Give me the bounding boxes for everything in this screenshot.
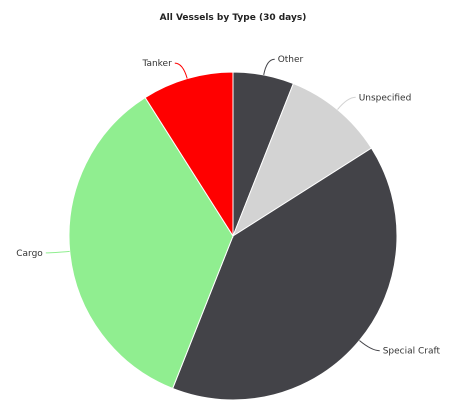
- slice-label-unspecified: Unspecified: [359, 93, 412, 103]
- pie-slice-unspecified: [231, 82, 373, 238]
- pie-slice-special-craft: [171, 147, 398, 401]
- connector-special-craft: [359, 340, 380, 352]
- slice-label-other: Other: [278, 55, 304, 65]
- connectors-layer: [45, 58, 380, 352]
- connector-cargo: [45, 250, 70, 254]
- connector-unspecified: [337, 96, 356, 110]
- slice-label-tanker: Tanker: [141, 59, 172, 69]
- labels-layer: Other Unspecified Special Craft Cargo Tanker: [16, 55, 440, 357]
- slice-label-special-craft: Special Craft: [383, 347, 441, 357]
- connector-tanker: [174, 62, 188, 79]
- chart-title: All Vessels by Type (30 days): [160, 13, 307, 23]
- pie-slice-cargo: [68, 96, 234, 390]
- pie-slice-tanker: [144, 71, 234, 238]
- slices-layer: [68, 71, 398, 401]
- connector-other: [263, 58, 275, 75]
- slice-label-cargo: Cargo: [16, 249, 43, 259]
